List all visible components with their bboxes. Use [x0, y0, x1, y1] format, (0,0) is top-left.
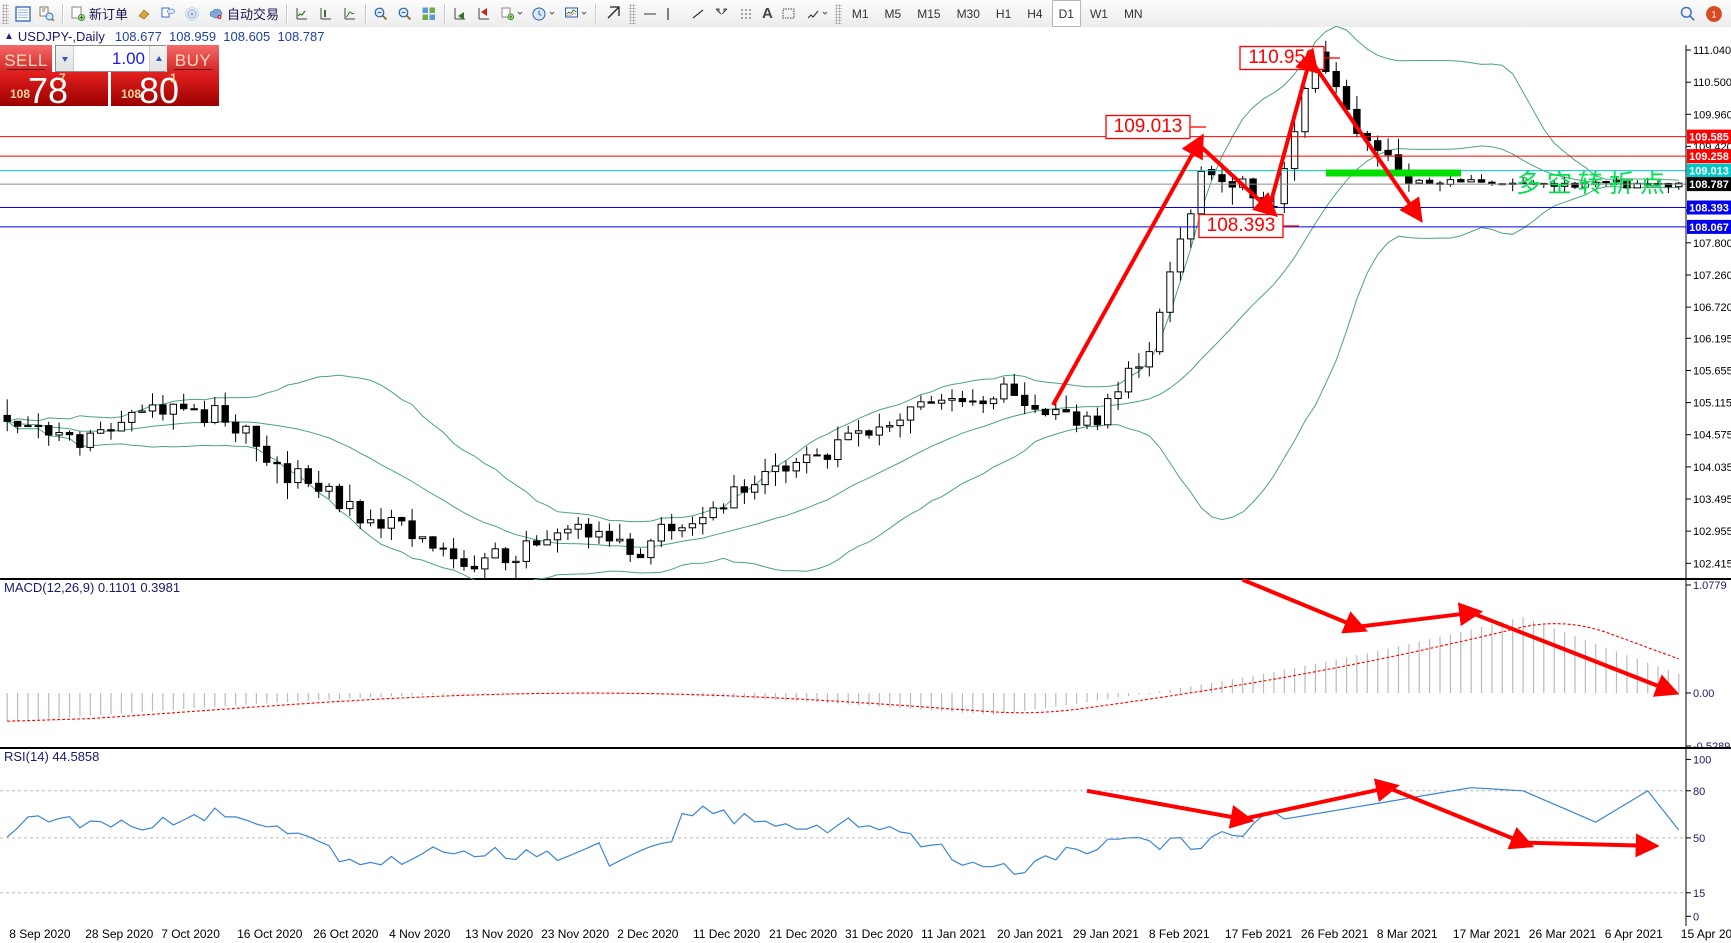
svg-text:109.585: 109.585: [1689, 132, 1729, 144]
svg-text:111.040: 111.040: [1693, 45, 1731, 57]
svg-text:17 Mar 2021: 17 Mar 2021: [1453, 927, 1521, 941]
svg-text:1.0779: 1.0779: [1693, 580, 1727, 592]
svg-text:105.655: 105.655: [1693, 366, 1731, 378]
svg-text:0.00: 0.00: [1693, 688, 1714, 700]
svg-text:15: 15: [1693, 888, 1705, 900]
svg-text:109.013: 109.013: [1689, 166, 1729, 178]
svg-text:20 Jan 2021: 20 Jan 2021: [997, 927, 1063, 941]
svg-text:26 Feb 2021: 26 Feb 2021: [1301, 927, 1369, 941]
svg-text:8 Mar 2021: 8 Mar 2021: [1377, 927, 1438, 941]
svg-text:13 Nov 2020: 13 Nov 2020: [465, 927, 533, 941]
svg-text:108.787: 108.787: [1689, 179, 1729, 191]
svg-text:108.393: 108.393: [1689, 203, 1729, 215]
svg-text:80: 80: [1693, 786, 1705, 798]
svg-text:1: 1: [1711, 9, 1716, 19]
svg-text:106.720: 106.720: [1693, 302, 1731, 314]
svg-text:26 Mar 2021: 26 Mar 2021: [1529, 927, 1597, 941]
svg-text:104.035: 104.035: [1693, 462, 1731, 474]
svg-text:100: 100: [1693, 754, 1711, 766]
svg-text:8 Sep 2020: 8 Sep 2020: [9, 927, 71, 941]
svg-text:8 Feb 2021: 8 Feb 2021: [1149, 927, 1210, 941]
svg-text:105.115: 105.115: [1693, 398, 1731, 410]
svg-text:31 Dec 2020: 31 Dec 2020: [845, 927, 913, 941]
svg-text:4 Nov 2020: 4 Nov 2020: [389, 927, 451, 941]
svg-text:MACD(12,26,9) 0.1101 0.3981: MACD(12,26,9) 0.1101 0.3981: [4, 580, 180, 595]
svg-text:104.575: 104.575: [1693, 430, 1731, 442]
svg-text:17 Feb 2021: 17 Feb 2021: [1225, 927, 1293, 941]
svg-text:16 Oct 2020: 16 Oct 2020: [237, 927, 303, 941]
svg-text:102.415: 102.415: [1693, 558, 1731, 570]
svg-text:6 Apr 2021: 6 Apr 2021: [1605, 927, 1663, 941]
svg-text:2 Dec 2020: 2 Dec 2020: [617, 927, 679, 941]
svg-text:107.260: 107.260: [1693, 270, 1731, 282]
svg-text:7 Oct 2020: 7 Oct 2020: [161, 927, 220, 941]
svg-text:108.067: 108.067: [1689, 222, 1729, 234]
svg-text:109.258: 109.258: [1689, 151, 1729, 163]
svg-text:50: 50: [1693, 833, 1705, 845]
svg-text:109.960: 109.960: [1693, 109, 1731, 121]
svg-text:107.800: 107.800: [1693, 238, 1731, 250]
svg-text:0: 0: [1693, 911, 1699, 923]
svg-text:29 Jan 2021: 29 Jan 2021: [1073, 927, 1139, 941]
svg-text:15 Apr 2021: 15 Apr 2021: [1681, 927, 1731, 941]
svg-text:21 Dec 2020: 21 Dec 2020: [769, 927, 837, 941]
svg-text:106.195: 106.195: [1693, 333, 1731, 345]
svg-text:23 Nov 2020: 23 Nov 2020: [541, 927, 609, 941]
svg-text:11 Jan 2021: 11 Jan 2021: [921, 927, 986, 941]
svg-text:11 Dec 2020: 11 Dec 2020: [693, 927, 760, 941]
svg-text:103.495: 103.495: [1693, 494, 1731, 506]
svg-text:28 Sep 2020: 28 Sep 2020: [85, 927, 153, 941]
svg-text:26 Oct 2020: 26 Oct 2020: [313, 927, 379, 941]
svg-text:110.500: 110.500: [1693, 77, 1731, 89]
svg-text:102.955: 102.955: [1693, 526, 1731, 538]
svg-text:RSI(14) 44.5858: RSI(14) 44.5858: [4, 749, 99, 764]
